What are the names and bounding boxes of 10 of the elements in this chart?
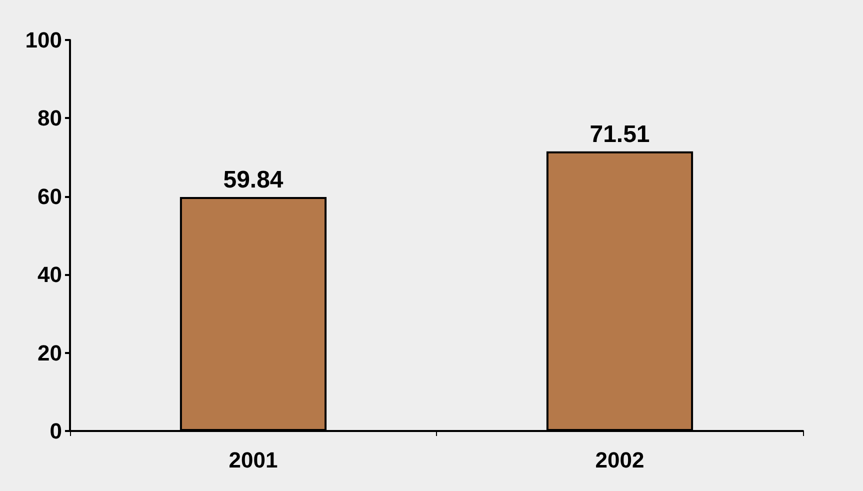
x-tick-label: 2002: [595, 448, 644, 472]
y-tick-label: 60: [38, 184, 62, 209]
y-tick-label: 0: [50, 418, 62, 444]
y-tick-label: 100: [25, 28, 62, 52]
y-tick-label: 20: [38, 340, 62, 366]
data-label: 71.51: [590, 120, 650, 148]
y-tick-label: 80: [38, 106, 62, 131]
y-tick-label: 40: [38, 262, 62, 288]
x-tick-label: 2001: [228, 448, 278, 472]
data-label: 59.84: [223, 166, 284, 194]
